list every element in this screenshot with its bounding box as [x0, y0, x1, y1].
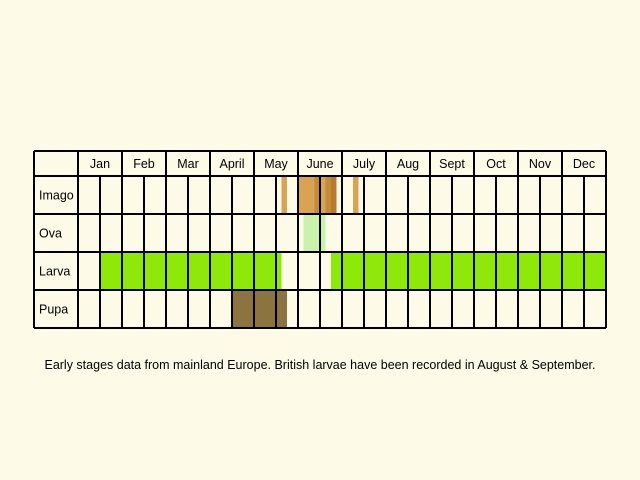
month-label-june: June: [306, 157, 333, 171]
row-label-ova: Ova: [39, 227, 62, 241]
row-label-imago: Imago: [39, 189, 74, 203]
period-bar-imago-5: [331, 176, 337, 214]
month-label-july: July: [353, 157, 376, 171]
month-label-oct: Oct: [486, 157, 506, 171]
month-label-aug: Aug: [397, 157, 419, 171]
period-bar-imago-3: [320, 176, 326, 214]
month-label-dec: Dec: [573, 157, 595, 171]
period-bar-imago-1: [298, 176, 315, 214]
chart-caption: Early stages data from mainland Europe. …: [44, 358, 596, 372]
month-label-mar: Mar: [177, 157, 199, 171]
month-label-may: May: [264, 157, 288, 171]
month-label-feb: Feb: [133, 157, 155, 171]
period-bar-ova-0: [303, 214, 326, 252]
period-bar-pupa-0: [232, 290, 287, 328]
period-bar-larva-1: [331, 252, 606, 290]
row-label-larva: Larva: [39, 265, 70, 279]
period-bar-imago-2: [314, 176, 320, 214]
period-bar-imago-6: [353, 176, 359, 214]
month-label-jan: Jan: [90, 157, 110, 171]
month-label-april: April: [219, 157, 244, 171]
month-label-sept: Sept: [439, 157, 465, 171]
period-bar-imago-0: [281, 176, 287, 214]
month-label-nov: Nov: [529, 157, 552, 171]
period-bar-imago-4: [325, 176, 331, 214]
period-bar-larva-0: [100, 252, 282, 290]
row-label-pupa: Pupa: [39, 303, 68, 317]
